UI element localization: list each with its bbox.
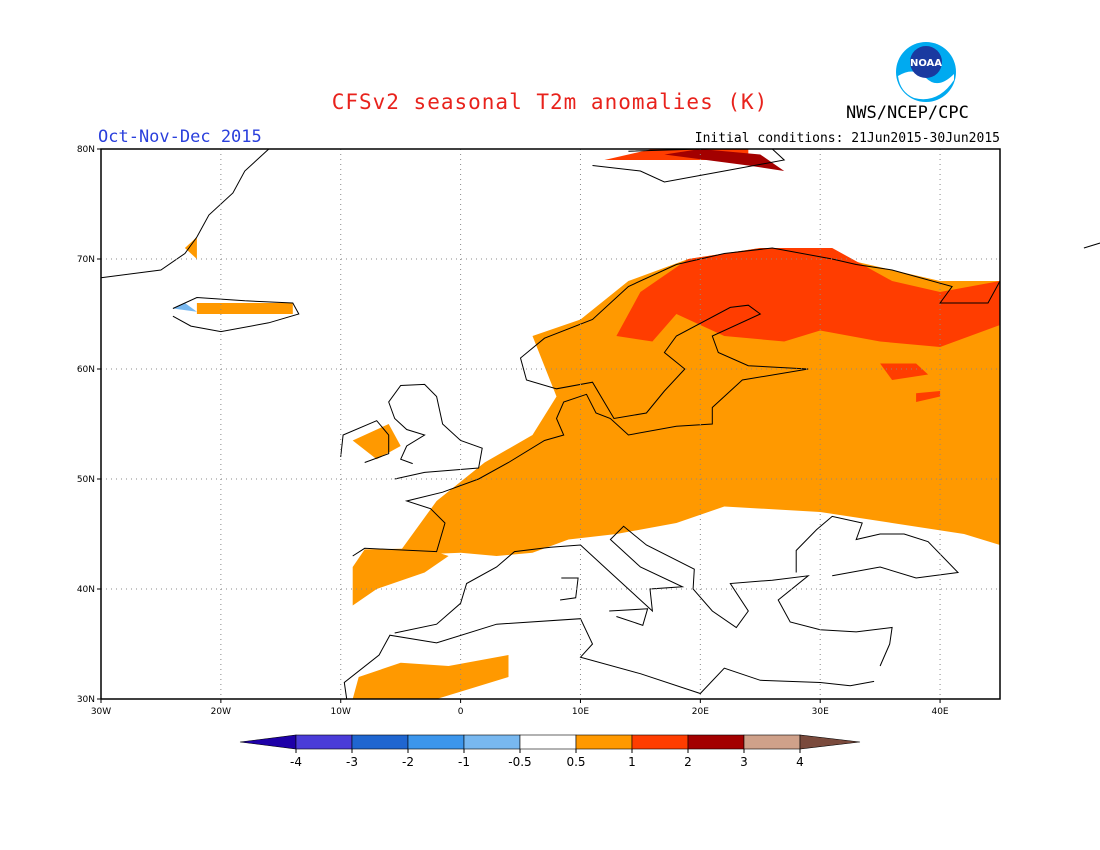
agency-label: NWS/NCEP/CPC <box>846 103 969 123</box>
legend-swatch <box>407 734 465 750</box>
coastline <box>394 525 893 667</box>
initial-conditions-label: Initial conditions: 21Jun2015-30Jun2015 <box>694 131 1000 146</box>
anomaly-region <box>352 655 509 699</box>
anomaly-region <box>352 548 449 606</box>
anomaly-region <box>184 237 197 259</box>
lat-label: 60N <box>77 365 95 375</box>
legend-swatch <box>575 734 633 750</box>
lon-label: 10W <box>331 707 351 717</box>
season-label: Oct-Nov-Dec 2015 <box>98 127 262 147</box>
legend-arrow-high <box>799 734 861 750</box>
lat-label: 70N <box>77 255 95 265</box>
legend-label: -4 <box>290 755 302 769</box>
lat-label: 30N <box>77 695 95 705</box>
coastline <box>795 515 960 579</box>
anomaly-region <box>172 303 197 312</box>
lat-label: 50N <box>77 475 95 485</box>
legend-label: 2 <box>684 755 692 769</box>
lon-label: 20E <box>692 707 709 717</box>
legend-label: -1 <box>458 755 470 769</box>
lat-label: 40N <box>77 585 95 595</box>
legend-swatch <box>743 734 801 750</box>
legend-arrow-low <box>239 734 297 750</box>
lon-label: 30E <box>812 707 829 717</box>
lon-label: 20W <box>211 707 231 717</box>
coastlines <box>100 148 1100 700</box>
anomaly-region <box>916 391 941 402</box>
legend-label: -2 <box>402 755 414 769</box>
anomaly-region <box>616 248 1000 347</box>
legend-swatch <box>687 734 745 750</box>
legend-swatch <box>463 734 521 750</box>
lon-label: 10E <box>572 707 589 717</box>
coastline <box>609 608 649 626</box>
legend-label: 4 <box>796 755 804 769</box>
graticule <box>101 149 1000 699</box>
lon-label: 30W <box>91 707 111 717</box>
legend-label: -3 <box>346 755 358 769</box>
anomaly-region <box>196 303 293 314</box>
noaa-logo-icon: NOAA <box>896 42 956 102</box>
lon-label: 0 <box>458 707 464 717</box>
logo-text: NOAA <box>910 58 942 69</box>
legend-swatch <box>351 734 409 750</box>
coastline <box>1083 242 1100 249</box>
coastline <box>560 577 579 601</box>
lon-label: 40E <box>931 707 948 717</box>
coastline <box>100 148 270 279</box>
anomaly-cells <box>172 149 1000 699</box>
coastline <box>172 296 300 333</box>
map-frame <box>100 148 1001 700</box>
lat-label: 80N <box>77 145 95 155</box>
legend-label: 0.5 <box>566 755 585 769</box>
coastline <box>343 618 875 700</box>
chart-title: CFSv2 seasonal T2m anomalies (K) <box>331 90 769 114</box>
legend-swatch <box>631 734 689 750</box>
map-axes: 30W 20W 10W 0 10E 20E 30E 40E 30N 40N 50N 60N 70N 80N <box>77 145 949 717</box>
legend-swatch <box>295 734 353 750</box>
coastline <box>340 420 390 463</box>
coastline <box>352 247 1001 557</box>
legend-label: 1 <box>628 755 636 769</box>
legend-swatch <box>519 734 577 750</box>
coastline <box>388 383 483 480</box>
anomaly-region <box>880 363 929 380</box>
legend-label: 3 <box>740 755 748 769</box>
legend-label: -0.5 <box>508 755 531 769</box>
